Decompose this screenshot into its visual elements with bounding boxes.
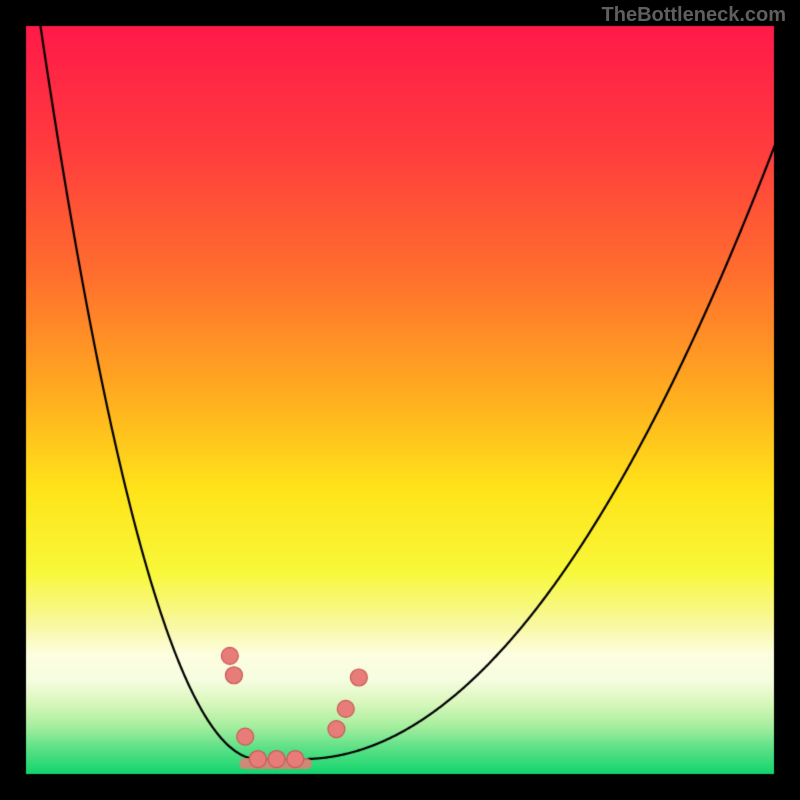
bottleneck-chart: [0, 0, 800, 800]
source-watermark: TheBottleneck.com: [602, 4, 786, 27]
